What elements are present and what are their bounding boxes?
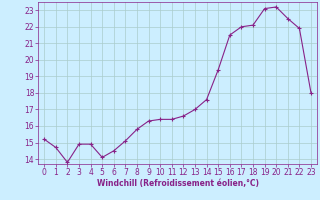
X-axis label: Windchill (Refroidissement éolien,°C): Windchill (Refroidissement éolien,°C)	[97, 179, 259, 188]
